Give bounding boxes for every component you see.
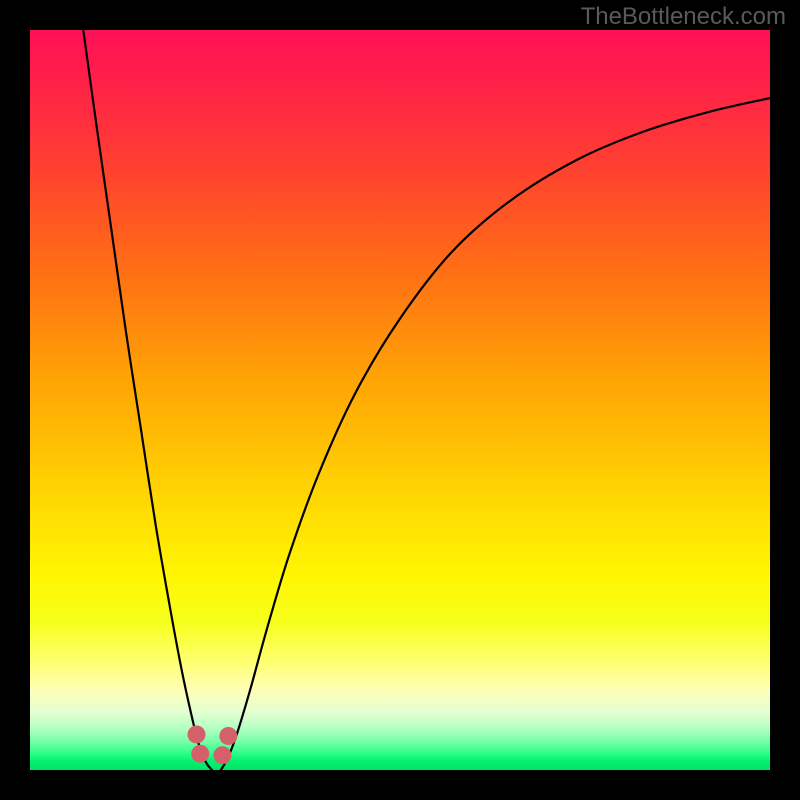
watermark-text: TheBottleneck.com <box>581 3 786 31</box>
data-point <box>191 745 209 763</box>
curve-right-branch <box>221 98 770 770</box>
curve-left-branch <box>83 30 212 770</box>
chart-frame: TheBottleneck.com <box>0 0 800 800</box>
data-point <box>219 727 237 745</box>
data-point <box>213 746 231 764</box>
plot-area <box>30 30 770 770</box>
data-point <box>188 725 206 743</box>
bottleneck-curve <box>30 30 770 770</box>
